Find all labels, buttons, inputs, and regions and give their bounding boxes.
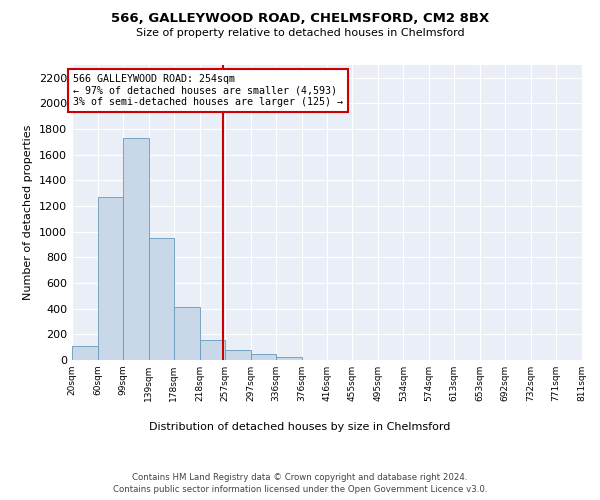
Bar [251, 354, 276, 360]
Text: Contains public sector information licensed under the Open Government Licence v3: Contains public sector information licen… [113, 485, 487, 494]
Text: Distribution of detached houses by size in Chelmsford: Distribution of detached houses by size … [149, 422, 451, 432]
Text: 566, GALLEYWOOD ROAD, CHELMSFORD, CM2 8BX: 566, GALLEYWOOD ROAD, CHELMSFORD, CM2 8B… [111, 12, 489, 26]
Text: Contains HM Land Registry data © Crown copyright and database right 2024.: Contains HM Land Registry data © Crown c… [132, 472, 468, 482]
Bar [174, 307, 200, 360]
Text: Size of property relative to detached houses in Chelmsford: Size of property relative to detached ho… [136, 28, 464, 38]
Bar [225, 350, 251, 360]
Bar [98, 197, 123, 360]
Bar [200, 340, 225, 360]
Text: 566 GALLEYWOOD ROAD: 254sqm
← 97% of detached houses are smaller (4,593)
3% of s: 566 GALLEYWOOD ROAD: 254sqm ← 97% of det… [73, 74, 343, 107]
Bar [72, 346, 98, 360]
Bar [149, 238, 174, 360]
Y-axis label: Number of detached properties: Number of detached properties [23, 125, 34, 300]
Bar [276, 357, 302, 360]
Bar [123, 138, 149, 360]
